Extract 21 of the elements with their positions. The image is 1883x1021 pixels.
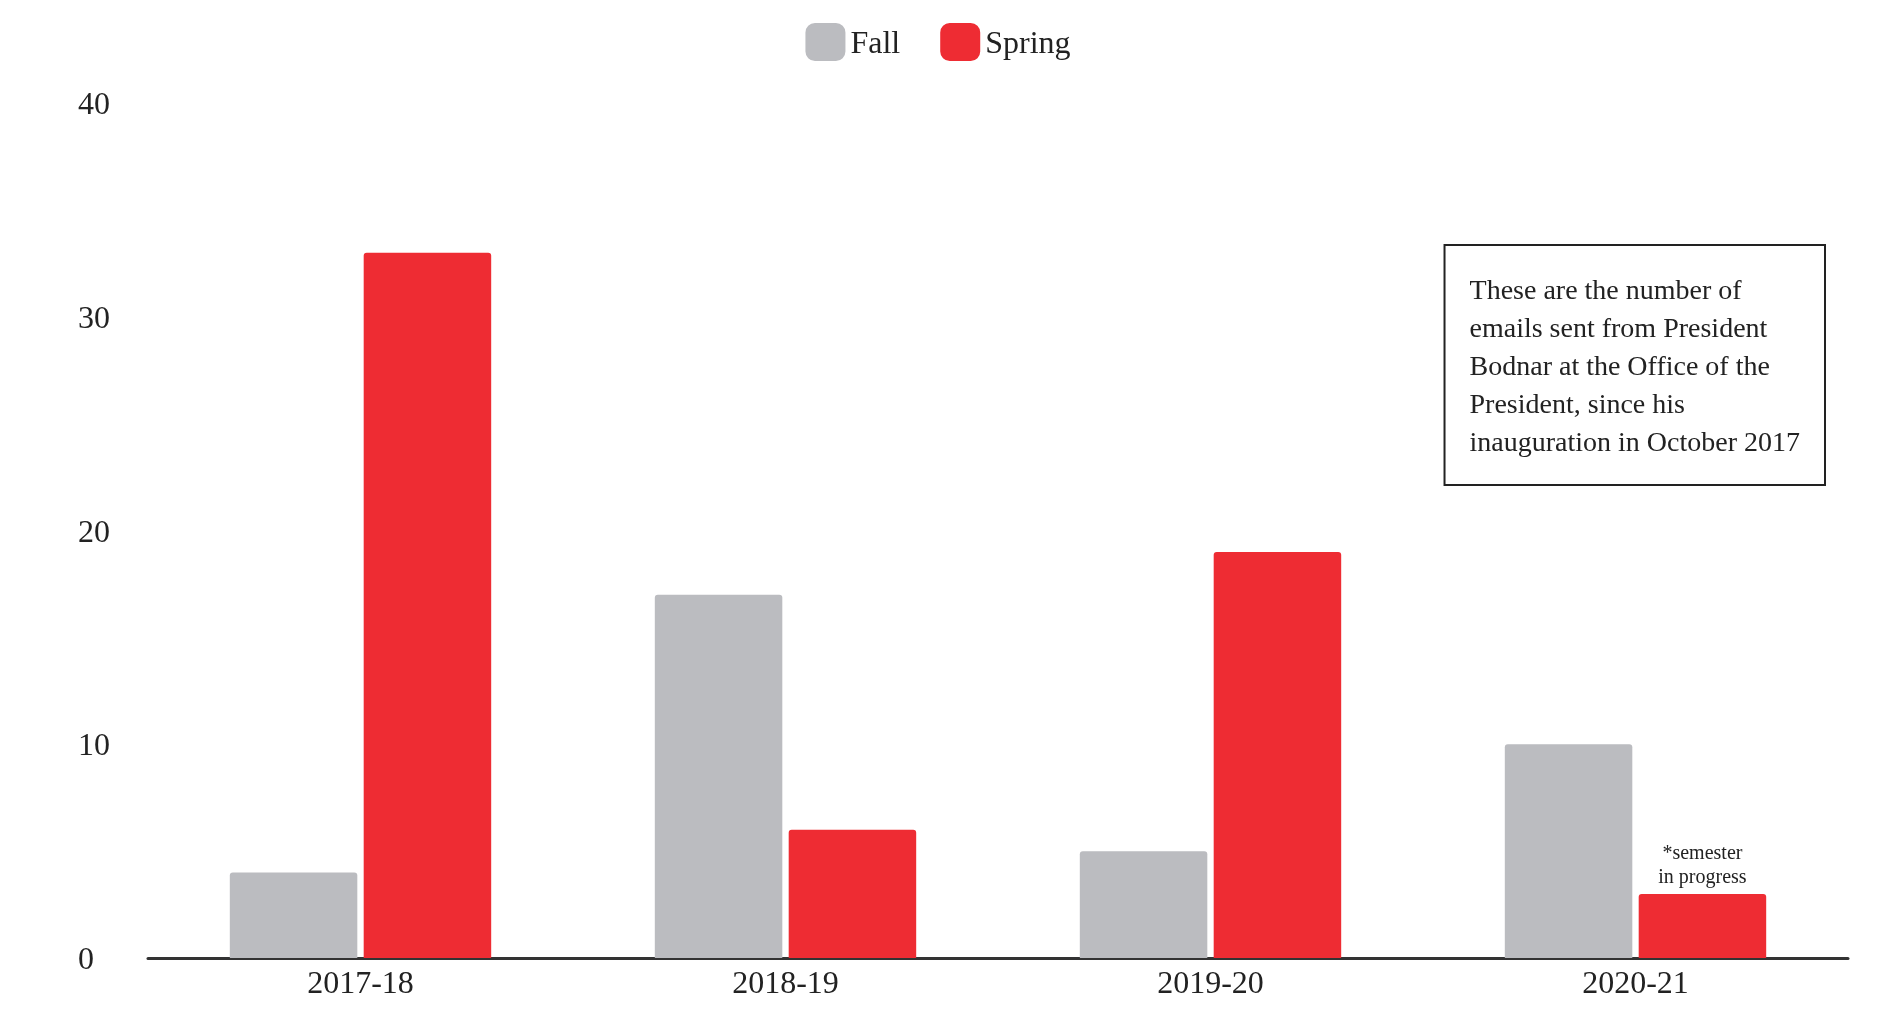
legend-label: Fall	[850, 24, 901, 60]
y-tick-label: 0	[78, 940, 94, 976]
bar	[1079, 851, 1208, 958]
y-tick-label: 40	[78, 85, 110, 121]
x-tick-label: 2017-18	[307, 964, 414, 1000]
bar	[1638, 893, 1767, 958]
bar	[1504, 744, 1633, 958]
bar	[654, 594, 783, 958]
bar	[788, 829, 917, 958]
annotation: These are the number of emails sent from President Bodnar at the Office of the President, since his inauguration in October 2017	[1469, 273, 1801, 457]
y-tick-label: 10	[78, 726, 110, 763]
bar	[363, 252, 492, 958]
x-tick-label: 2020-21	[1582, 964, 1689, 1000]
x-tick-label: 2018-19	[732, 964, 839, 1000]
y-tick-label: 30	[78, 298, 110, 335]
annotation: *semester in progress	[1658, 840, 1747, 888]
x-tick-label: 2019-20	[1157, 964, 1264, 1000]
bar	[229, 872, 358, 958]
bar	[1213, 551, 1342, 958]
legend-label: Spring	[985, 24, 1071, 60]
y-tick-label: 20	[78, 512, 110, 549]
